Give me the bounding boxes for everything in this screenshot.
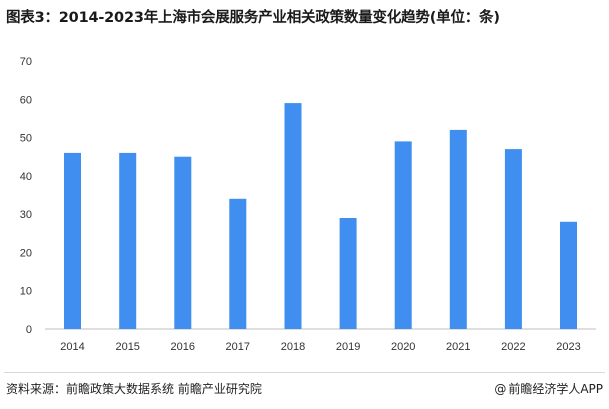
x-tick-label: 2016 [171, 341, 195, 353]
bar-2018 [284, 103, 302, 329]
bar-2015 [119, 152, 137, 329]
footer: 资料来源：前瞻政策大数据系统 前瞻产业研究院 @ 前瞻经济学人APP [6, 380, 603, 398]
y-tick-label: 40 [20, 171, 32, 183]
y-tick-label: 30 [20, 209, 32, 221]
bar-2016 [174, 156, 192, 329]
y-tick-label: 20 [20, 247, 32, 259]
x-tick-label: 2017 [226, 341, 250, 353]
x-tick-label: 2020 [391, 341, 415, 353]
bar-2014 [64, 152, 81, 329]
bar-2019 [339, 218, 357, 329]
y-tick-label: 10 [20, 286, 32, 298]
bar-2022 [504, 149, 522, 329]
x-tick-label: 2018 [281, 341, 305, 353]
y-tick-label: 50 [20, 133, 32, 145]
bar-2017 [229, 198, 247, 329]
bars [64, 103, 577, 329]
y-tick-label: 60 [20, 94, 32, 106]
x-tick-label: 2019 [336, 341, 360, 353]
source-note: 资料来源：前瞻政策大数据系统 前瞻产业研究院 [6, 382, 262, 396]
bar-2023 [560, 221, 577, 329]
x-tick-label: 2022 [501, 341, 525, 353]
chart-title: 图表3：2014-2023年上海市会展服务产业相关政策数量变化趋势(单位：条) [6, 10, 500, 26]
x-tick-label: 2023 [556, 341, 580, 353]
x-tick-label: 2014 [60, 341, 84, 353]
bar-2020 [394, 141, 412, 329]
brand-credit: @ 前瞻经济学人APP [494, 380, 603, 397]
footer-divider [4, 372, 605, 373]
at-icon: @ [494, 382, 507, 396]
brand-name: 前瞻经济学人APP [508, 382, 603, 396]
x-tick-label: 2015 [115, 341, 139, 353]
x-axis-ticks: 2014 2015 2016 2017 2018 2019 2020 2021 2022 2023 [60, 341, 580, 353]
y-axis-ticks: 0 10 20 30 40 50 60 70 [20, 56, 32, 336]
bar-2021 [449, 129, 467, 329]
y-tick-label: 70 [20, 56, 32, 68]
y-tick-label: 0 [26, 324, 32, 336]
x-tick-label: 2021 [446, 341, 470, 353]
